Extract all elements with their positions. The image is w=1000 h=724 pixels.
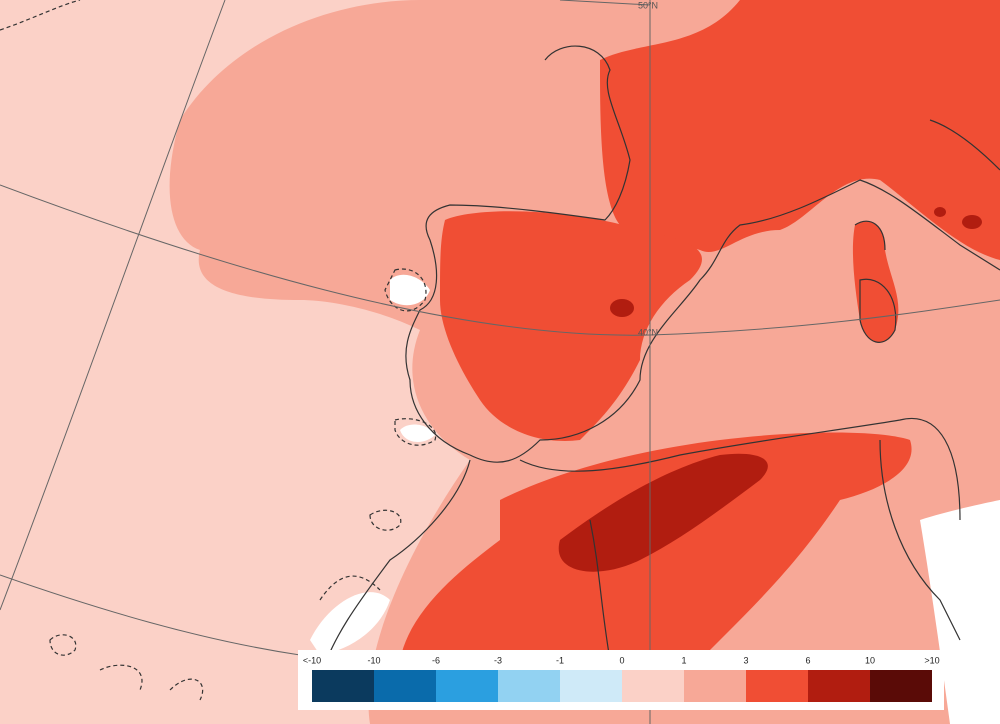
coastline (405, 45, 1000, 463)
legend-label: 3 (743, 655, 748, 665)
zero-contour (0, 0, 437, 701)
anomaly-3-6 (440, 211, 702, 441)
legend-label: 0 (619, 655, 624, 665)
legend-label: -3 (494, 655, 502, 665)
legend-label: 6 (805, 655, 810, 665)
legend-label: -1 (556, 655, 564, 665)
legend-swatch (870, 670, 932, 702)
legend-label: -10 (367, 655, 380, 665)
legend-swatch (436, 670, 498, 702)
coastline (319, 417, 961, 681)
anomaly-6-10 (610, 299, 634, 317)
coastline (929, 119, 1000, 171)
legend-swatch (746, 670, 808, 702)
legend-swatch (684, 670, 746, 702)
meridian (0, 0, 651, 724)
legend: <-10 -10 -6 -3 -1 0 1 3 6 10 >10 (303, 655, 940, 702)
legend-swatch (498, 670, 560, 702)
legend-label: <-10 (303, 655, 321, 665)
parallel-label: 50°N (638, 0, 658, 10)
legend-label: 1 (681, 655, 686, 665)
anomaly-3-6 (600, 0, 1000, 260)
legend-swatch (808, 670, 870, 702)
no-data-area (400, 424, 435, 442)
legend-swatch (374, 670, 436, 702)
anomaly-6-10 (962, 215, 982, 229)
legend-swatch (312, 670, 374, 702)
legend-swatch (622, 670, 684, 702)
parallel (0, 184, 1000, 336)
no-data-area (310, 592, 390, 655)
legend-swatch (560, 670, 622, 702)
legend-label: >10 (924, 655, 939, 665)
legend-label: 10 (865, 655, 875, 665)
parallel-label: 40°N (638, 327, 658, 337)
border (879, 439, 961, 641)
parallel (0, 0, 651, 656)
border (589, 519, 611, 661)
anomaly-6-10 (558, 453, 768, 572)
legend-label: -6 (432, 655, 440, 665)
anomaly-6-10 (934, 207, 946, 217)
no-data-area (920, 500, 1000, 724)
no-data-area (390, 274, 430, 306)
coastline (854, 220, 897, 343)
